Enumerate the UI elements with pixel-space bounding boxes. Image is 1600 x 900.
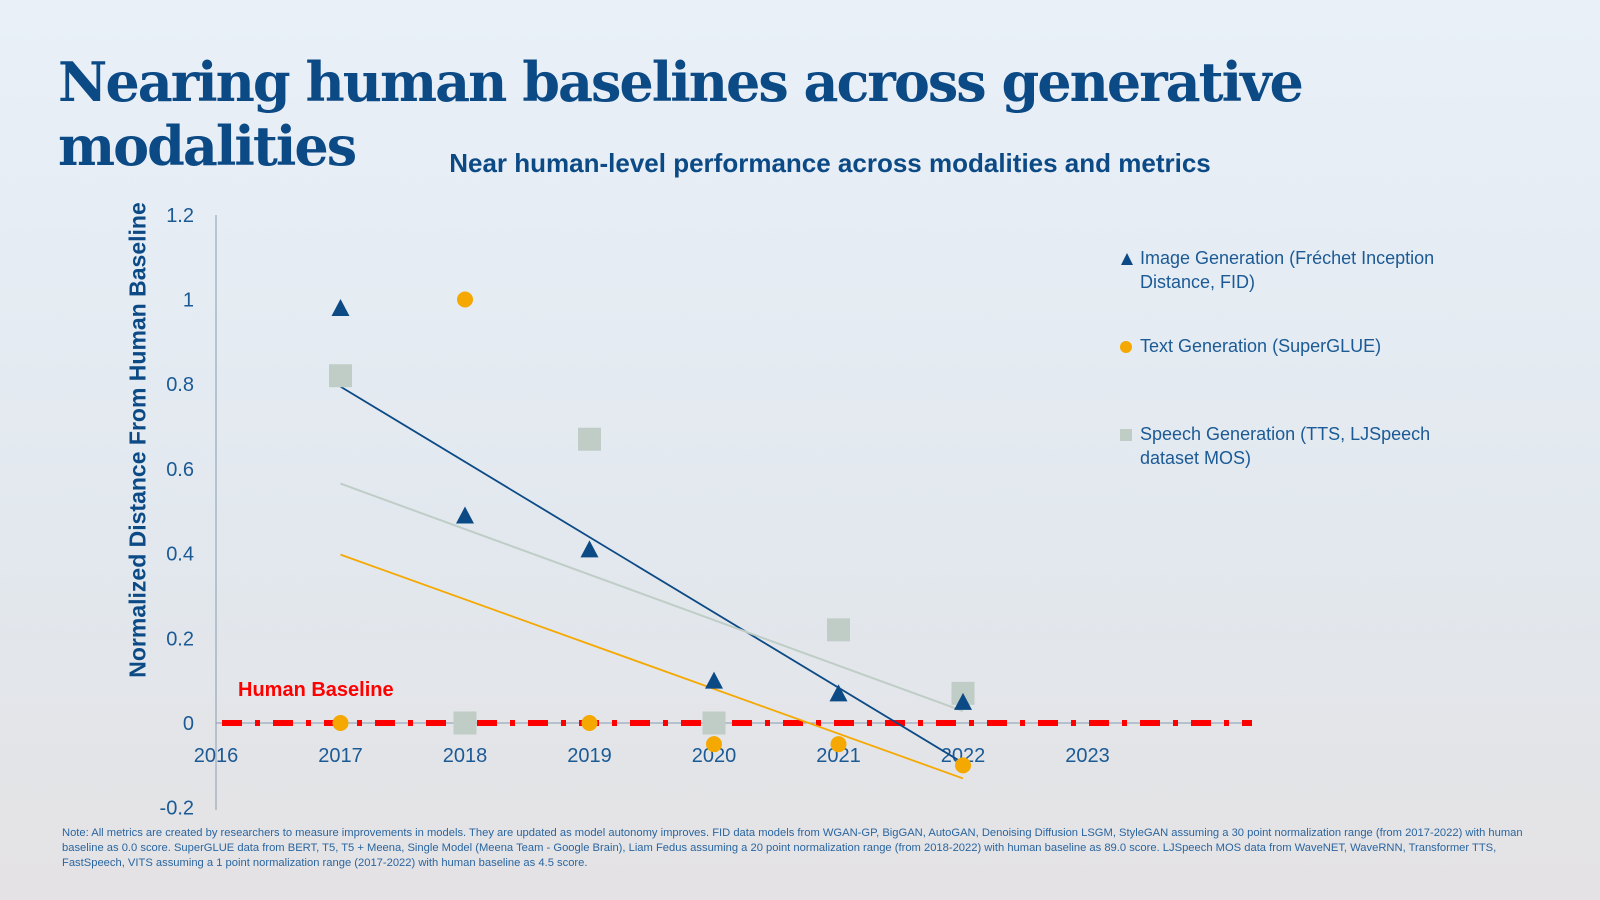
legend-item-image: Image Generation (Fréchet Inception Dist… xyxy=(1120,246,1480,294)
circle-icon xyxy=(1120,341,1132,353)
trendline xyxy=(340,553,964,780)
x-tick-label: 2022 xyxy=(941,745,986,767)
data-point-triangle xyxy=(705,671,723,689)
data-point-square xyxy=(329,364,352,388)
data-point-square xyxy=(827,618,850,642)
legend-label: Text Generation (SuperGLUE) xyxy=(1140,336,1382,356)
y-tick-label: 0.2 xyxy=(166,628,194,650)
x-tick-label: 2021 xyxy=(816,745,861,767)
legend-item-text: Text Generation (SuperGLUE) xyxy=(1120,334,1480,358)
x-tick-label: 2016 xyxy=(194,745,239,767)
data-point-circle xyxy=(830,736,847,753)
data-point-triangle xyxy=(331,298,350,316)
x-tick-label: 2023 xyxy=(1065,745,1110,767)
y-tick-label: 1 xyxy=(183,290,194,312)
legend-label: Image Generation (Fréchet Inception Dist… xyxy=(1140,248,1435,292)
y-tick-label: -0.2 xyxy=(160,798,194,820)
trendline xyxy=(340,482,964,713)
x-tick-label: 2019 xyxy=(567,745,612,767)
square-icon xyxy=(1120,429,1132,441)
data-point-circle xyxy=(457,291,473,308)
y-tick-label: 1.2 xyxy=(166,205,194,227)
data-point-circle xyxy=(955,757,971,774)
chart-title: Near human-level performance across moda… xyxy=(449,148,1211,178)
legend-item-speech: Speech Generation (TTS, LJSpeech dataset… xyxy=(1120,422,1480,470)
y-tick-label: 0.8 xyxy=(166,374,194,396)
data-point-circle xyxy=(581,715,598,731)
y-tick-label: 0.6 xyxy=(166,459,194,481)
data-point-triangle xyxy=(954,692,972,710)
data-point-triangle xyxy=(456,506,474,524)
baseline-label: Human Baseline xyxy=(238,679,394,701)
data-point-square xyxy=(702,711,726,735)
page-title: Nearing human baselines across generativ… xyxy=(58,50,1304,178)
triangle-icon xyxy=(1121,253,1133,265)
data-point-square xyxy=(453,711,477,735)
trendline xyxy=(340,385,964,764)
data-point-square xyxy=(578,427,601,451)
footnote: Note: All metrics are created by researc… xyxy=(62,827,1523,869)
data-point-triangle xyxy=(829,684,848,702)
legend: Image Generation (Fréchet Inception Dist… xyxy=(1120,246,1480,470)
x-tick-label: 2017 xyxy=(318,745,363,767)
y-tick-label: 0 xyxy=(183,713,194,735)
data-point-triangle xyxy=(580,540,599,558)
x-tick-label: 2018 xyxy=(443,745,488,767)
data-point-circle xyxy=(332,715,349,731)
data-point-circle xyxy=(706,736,722,753)
x-tick-label: 2020 xyxy=(692,745,737,767)
legend-label: Speech Generation (TTS, LJSpeech dataset… xyxy=(1140,424,1431,468)
y-tick-label: 0.4 xyxy=(166,544,194,566)
